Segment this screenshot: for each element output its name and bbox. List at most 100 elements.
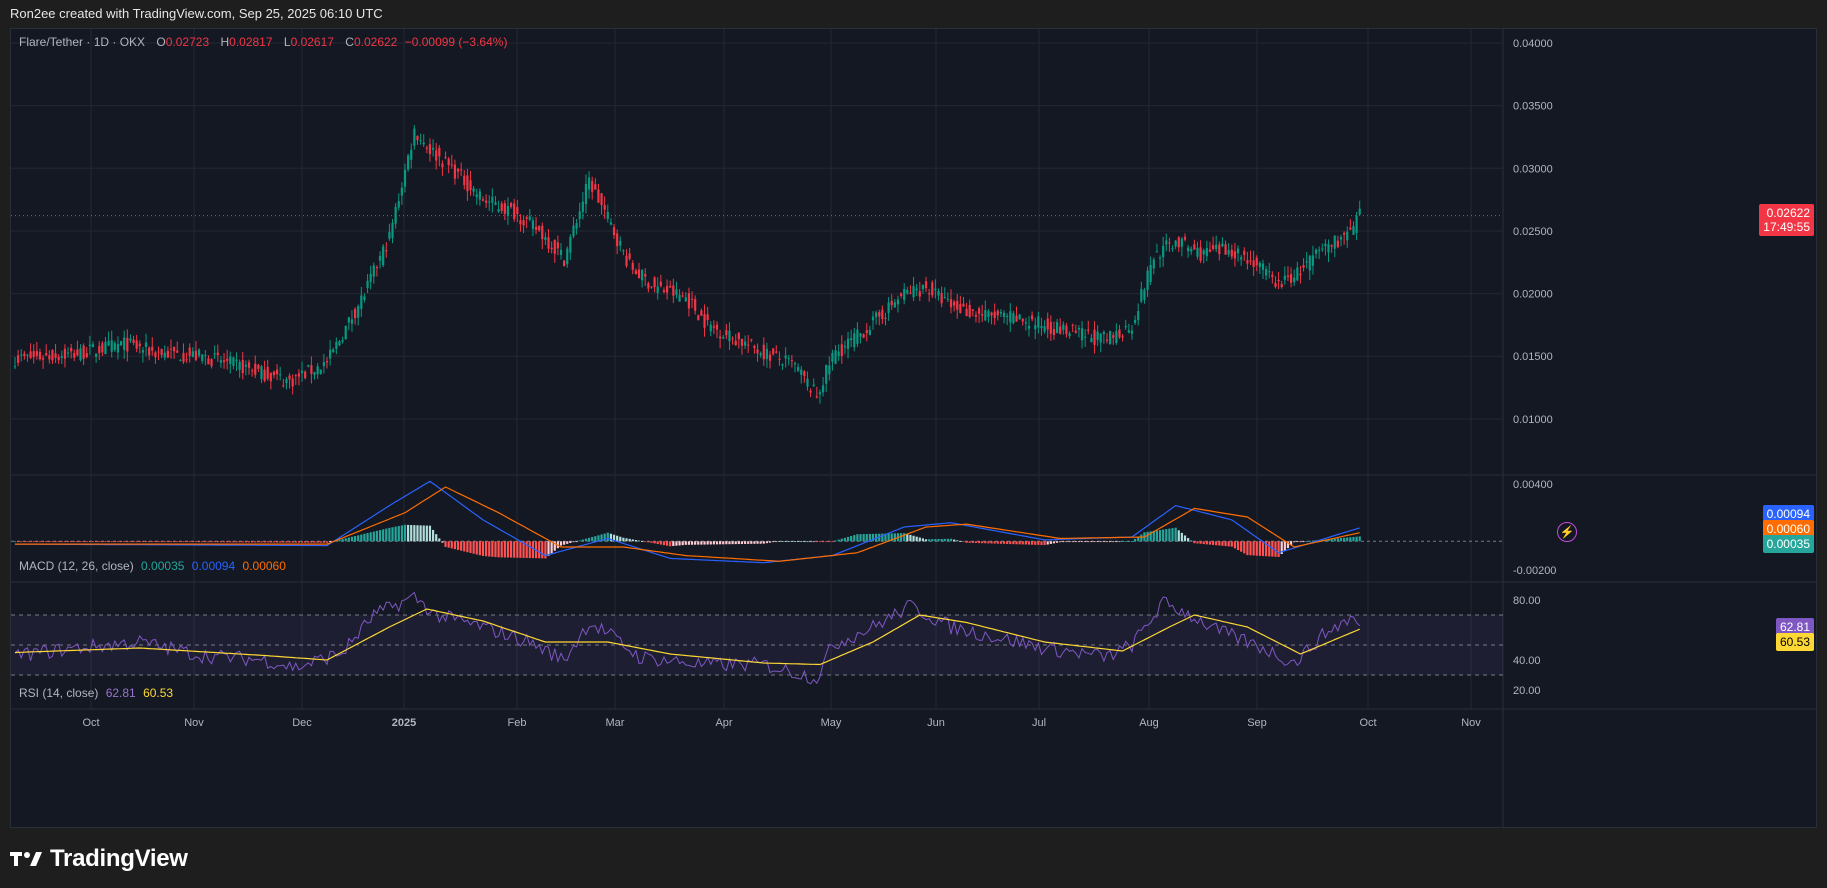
candle [544,232,547,246]
candle [304,370,307,380]
candle [743,335,747,350]
macd-histogram-bar [544,541,547,559]
rsi-tick-label: 40.00 [1513,655,1541,667]
candle [737,332,740,349]
macd-histogram-bar [1199,541,1202,544]
time-tick-label: 2025 [392,717,416,729]
macd-histogram-bar [800,541,803,543]
macd-histogram-bar [17,541,20,543]
candle [506,197,510,225]
candle [725,323,728,340]
candle [603,196,606,219]
candle [1071,323,1074,332]
candle [687,287,691,317]
chart-canvas[interactable]: 0.01000 0.01500 0.02000 0.02500 0.03000 0.035… [11,29,1816,827]
macd-histogram-bar [1031,541,1034,545]
rsi-label[interactable]: RSI (14, close) [19,686,99,700]
macd-histogram-bar [1352,536,1355,542]
macd-histogram-bar [148,541,151,543]
candle [478,188,481,206]
candle [163,345,166,361]
candle [1043,320,1046,334]
macd-histogram-bar [1040,541,1043,545]
tradingview-logo[interactable]: TradingView [10,845,188,873]
candle [896,295,900,313]
macd-histogram-bar [119,541,123,543]
symbol-legend[interactable]: Flare/Tether · 1D · OKX O0.02723 H0.0281… [19,35,507,49]
macd-histogram-bar [51,541,54,543]
macd-histogram-bar [1068,541,1071,543]
macd-histogram-bar [403,524,407,542]
macd-histogram-bar [1090,541,1093,543]
candle [675,281,678,299]
time-tick-label: Nov [184,717,204,729]
candle [148,346,151,361]
candle [1080,320,1084,349]
macd-histogram-bar [1227,541,1230,547]
candle [428,138,432,162]
candle [1127,323,1130,334]
candle [210,358,213,369]
candle [828,356,831,381]
rsi-legend[interactable]: RSI (14, close) 62.81 60.53 [19,686,173,700]
macd-histogram-bar [144,541,148,543]
macd-histogram-bar [906,533,909,542]
macd-histogram-bar [98,541,101,543]
macd-histogram-bar [1109,541,1112,543]
candle [176,341,179,354]
chart-panel[interactable]: 0.01000 0.01500 0.02000 0.02500 0.03000 0.035… [10,28,1817,828]
candle [472,185,475,197]
symbol-title[interactable]: Flare/Tether · 1D · OKX [19,35,146,49]
candle [1109,330,1112,345]
macd-histogram-bar [1130,541,1134,542]
candle [1049,315,1052,342]
candle [1090,333,1093,343]
macd-histogram-bar [29,541,32,543]
candle [357,304,360,326]
candle [953,299,956,312]
candle [712,320,715,335]
macd-histogram-bar [241,541,244,543]
time-tick-label: Apr [715,717,732,729]
candle [1314,248,1318,259]
candle [516,200,519,223]
macd-legend[interactable]: MACD (12, 26, close) 0.00035 0.00094 0.0… [19,559,286,573]
candle [1321,243,1324,253]
macd-histogram-bar [644,541,647,543]
candle [107,331,110,346]
macd-histogram-bar [903,533,906,542]
macd-histogram-bar [1240,541,1243,552]
macd-histogram-bar [163,541,166,543]
candle [400,182,403,205]
macd-histogram-bar [656,541,659,544]
macd-histogram-bar [266,541,269,543]
candle [219,356,223,368]
candle [166,346,169,359]
candle [319,369,322,375]
candle [747,335,750,353]
high-value: 0.02817 [229,35,273,49]
macd-histogram-bar [472,541,475,554]
macd-histogram-bar [740,541,744,544]
lightning-icon[interactable]: ⚡ [1557,522,1577,542]
macd-histogram-bar [1183,535,1187,542]
macd-histogram-bar [781,541,784,542]
candle [619,236,622,252]
macd-histogram-bar [921,538,925,542]
macd-signal-value: 0.00060 [242,559,286,573]
candle [1183,233,1187,242]
candle [313,371,316,380]
macd-histogram-bar [247,541,251,543]
candle [884,312,887,326]
candle [1358,200,1361,216]
macd-label[interactable]: MACD (12, 26, close) [19,559,134,573]
candle [578,202,581,228]
candle [1171,245,1174,252]
macd-histogram-bar [940,538,943,542]
candle [987,309,990,323]
macd-histogram-bar [1230,541,1233,547]
candle [1346,226,1349,248]
macd-histogram-bar [460,541,463,551]
macd-histogram-bar [825,541,828,543]
macd-histogram-bar [226,541,229,543]
